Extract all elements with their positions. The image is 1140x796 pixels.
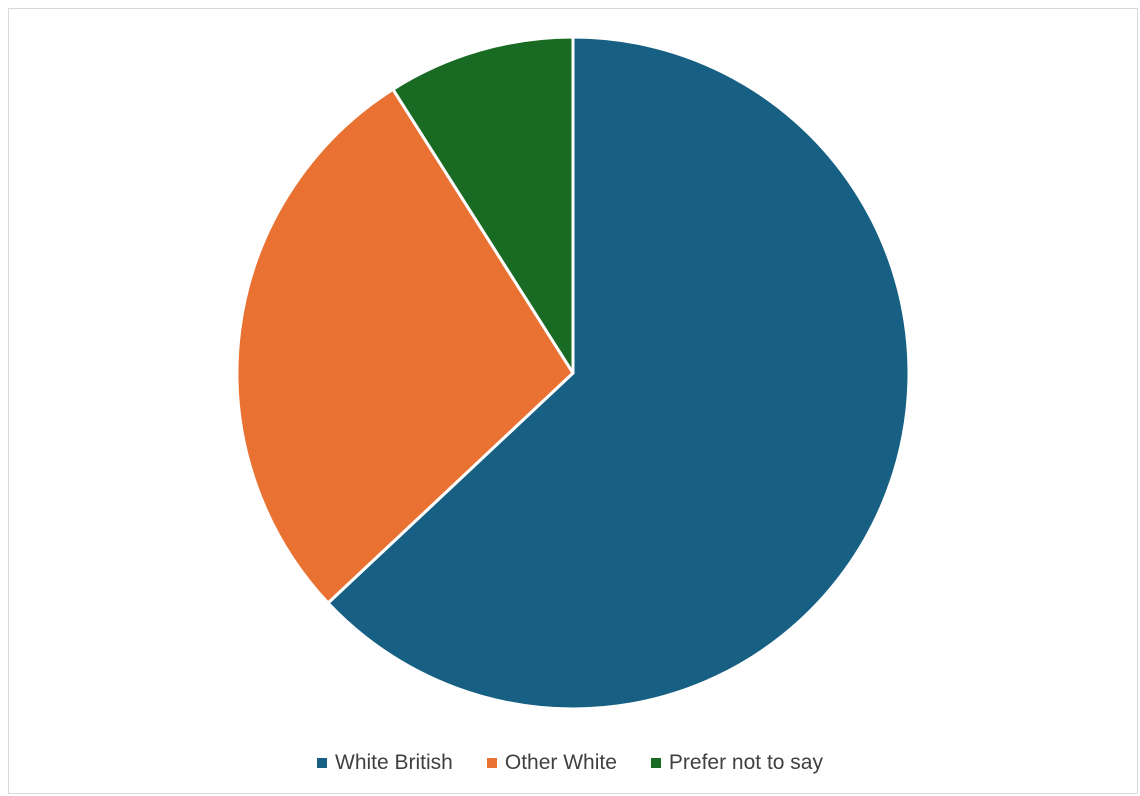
- legend-swatch-prefer-not-to-say: [650, 758, 661, 768]
- legend-label-other-white: Other White: [504, 751, 617, 774]
- legend-label-prefer-not-to-say: Prefer not to say: [668, 751, 823, 774]
- legend-swatch-other-white: [486, 758, 497, 768]
- pie-slice-white-british: [326, 35, 911, 711]
- chart-legend: White British Other White Prefer not to …: [0, 748, 1140, 778]
- pie-slice-other-white: [235, 87, 575, 605]
- legend-item-prefer-not-to-say: Prefer not to say: [650, 751, 823, 775]
- legend-swatch-white-british: [317, 758, 327, 768]
- legend-item-other-white: Other White: [486, 751, 617, 775]
- legend-label-white-british: White British: [335, 751, 453, 774]
- legend-item-white-british: White British: [317, 751, 453, 775]
- pie-slice-prefer-not-to-say: [391, 35, 575, 375]
